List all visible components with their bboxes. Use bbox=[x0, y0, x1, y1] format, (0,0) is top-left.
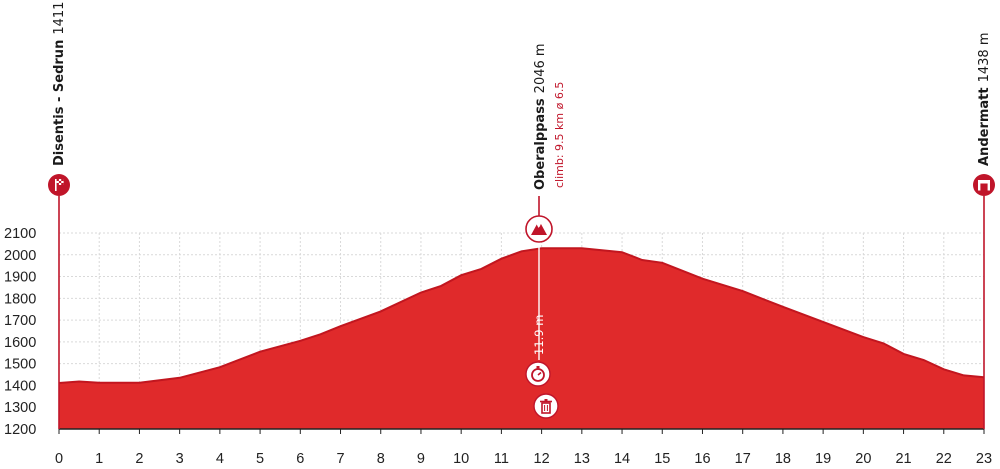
y-tick-label: 1800 bbox=[4, 291, 36, 307]
x-tick-label: 14 bbox=[614, 451, 630, 467]
y-tick-label: 2000 bbox=[4, 248, 36, 264]
mountain-climb-icon bbox=[525, 215, 553, 243]
climb-waypoint: Oberalppass 2046 m climb: 9.5 km ø 6.5 bbox=[525, 43, 566, 360]
start-name: Disentis - Sedrun bbox=[52, 40, 67, 166]
x-tick-label: 20 bbox=[855, 451, 871, 467]
x-tick-label: 10 bbox=[453, 451, 469, 467]
finish-waypoint-label: Andermatt 1438 m bbox=[977, 33, 992, 167]
x-tick-label: 1 bbox=[95, 451, 103, 467]
axis-layer bbox=[58, 428, 985, 434]
y-tick-label: 1400 bbox=[4, 378, 36, 394]
x-tick-label: 3 bbox=[176, 451, 184, 467]
climb-altitude: 2046 m bbox=[533, 43, 548, 93]
x-tick-label: 16 bbox=[694, 451, 710, 467]
x-tick-label: 13 bbox=[574, 451, 590, 467]
x-tick-label: 6 bbox=[296, 451, 304, 467]
start-waypoint: Disentis - Sedrun 1411 m bbox=[48, 0, 70, 429]
climb-name: Oberalppass bbox=[533, 98, 548, 190]
profile-area-layer bbox=[58, 247, 985, 429]
x-tick-label: 11 bbox=[494, 451, 509, 467]
y-tick-label: 2100 bbox=[4, 226, 36, 242]
finish-arch-icon bbox=[973, 174, 995, 196]
elevation-line bbox=[58, 247, 985, 384]
x-tick-label: 7 bbox=[336, 451, 344, 467]
x-tick-label: 19 bbox=[815, 451, 831, 467]
start-waypoint-label: Disentis - Sedrun 1411 m bbox=[52, 0, 67, 166]
climb-detail: climb: 9.5 km ø 6.5 bbox=[553, 82, 566, 188]
x-tick-label: 2 bbox=[135, 451, 143, 467]
x-tick-label: 18 bbox=[775, 451, 791, 467]
y-tick-label: 1700 bbox=[4, 313, 36, 329]
x-tick-label: 0 bbox=[55, 451, 63, 467]
x-tick-label: 15 bbox=[654, 451, 670, 467]
start-flag-icon bbox=[48, 174, 70, 196]
x-tick-label: 12 bbox=[534, 451, 550, 467]
x-tick-label: 17 bbox=[735, 451, 751, 467]
start-altitude: 1411 m bbox=[52, 0, 67, 35]
finish-altitude: 1438 m bbox=[977, 33, 992, 83]
x-tick-label: 8 bbox=[377, 451, 385, 467]
km-inline-label: 11.9 m bbox=[532, 315, 546, 355]
x-tick-label: 9 bbox=[417, 451, 425, 467]
finish-name: Andermatt bbox=[977, 87, 992, 166]
trash-bin-icon bbox=[533, 393, 559, 419]
x-tick-label: 23 bbox=[976, 451, 992, 467]
x-tick-label: 21 bbox=[895, 451, 911, 467]
stopwatch-icon bbox=[525, 361, 551, 387]
x-tick-label: 4 bbox=[216, 451, 224, 467]
y-tick-label: 1900 bbox=[4, 270, 36, 286]
climb-waypoint-label: Oberalppass 2046 m bbox=[533, 43, 548, 190]
finish-waypoint: Andermatt 1438 m bbox=[973, 33, 995, 429]
y-tick-label: 1200 bbox=[4, 422, 36, 438]
elevation-area bbox=[59, 248, 984, 429]
y-tick-label: 1300 bbox=[4, 400, 36, 416]
tick-layer: 1200130014001500160017001800190020002100… bbox=[4, 226, 992, 467]
y-tick-label: 1500 bbox=[4, 357, 36, 373]
x-tick-label: 5 bbox=[256, 451, 264, 467]
y-tick-label: 1600 bbox=[4, 335, 36, 351]
x-tick-label: 22 bbox=[936, 451, 952, 467]
